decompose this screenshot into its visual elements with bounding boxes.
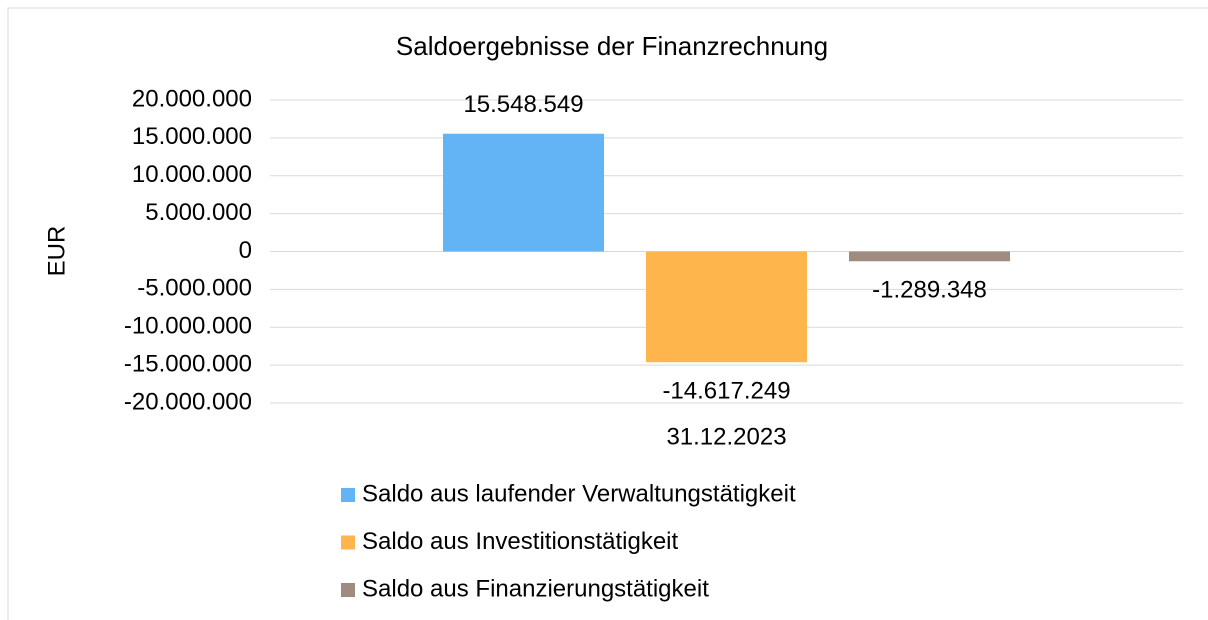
data-label: 15.548.549 xyxy=(463,91,583,118)
y-tick-label: -15.000.000 xyxy=(124,350,252,377)
legend-swatch xyxy=(341,583,355,597)
y-tick-label: 5.000.000 xyxy=(145,199,252,226)
legend-label: Saldo aus laufender Verwaltungstätigkeit xyxy=(362,480,796,507)
y-tick-label: 10.000.000 xyxy=(132,161,252,188)
legend-swatch xyxy=(341,488,355,502)
legend-swatch xyxy=(341,535,355,550)
y-tick-label: 20.000.000 xyxy=(132,85,252,112)
data-label: -1.289.348 xyxy=(872,277,987,304)
y-tick-label: 0 xyxy=(239,237,252,264)
y-tick-label: 15.000.000 xyxy=(132,123,252,150)
y-tick-label: -20.000.000 xyxy=(124,388,252,415)
legend-label: Saldo aus Finanzierungstätigkeit xyxy=(362,575,709,602)
legend-label: Saldo aus Investitionstätigkeit xyxy=(362,528,679,555)
chart-border xyxy=(7,7,1208,620)
bar xyxy=(849,251,1010,262)
y-axis-label: EUR xyxy=(43,226,70,277)
y-tick-label: -5.000.000 xyxy=(137,275,252,302)
y-tick-label: -10.000.000 xyxy=(124,313,252,340)
data-label: -14.617.249 xyxy=(662,378,790,405)
bar xyxy=(646,251,807,363)
bar xyxy=(443,133,604,252)
chart-title: Saldoergebnisse der Finanzrechnung xyxy=(396,31,828,61)
x-tick-label: 31.12.2023 xyxy=(666,423,786,450)
